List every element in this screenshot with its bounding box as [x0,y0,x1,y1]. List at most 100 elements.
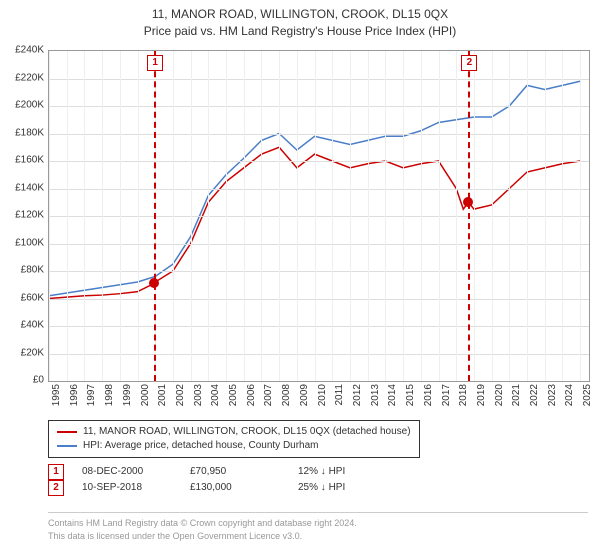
sales-diff: 12% ↓ HPI [298,464,388,480]
gridline-h [49,299,589,300]
gridline-h [49,161,589,162]
x-tick-label: 2000 [140,384,151,406]
gridline-v [492,51,493,381]
gridline-h [49,326,589,327]
x-tick-label: 2022 [529,384,540,406]
x-tick-label: 2021 [511,384,522,406]
gridline-v [580,51,581,381]
gridline-v [84,51,85,381]
x-tick-label: 2010 [317,384,328,406]
marker-point-2 [463,197,473,207]
sales-date: 10-SEP-2018 [82,480,172,496]
chart-plot-area: 12 [48,50,590,382]
gridline-v [350,51,351,381]
y-tick-label: £140K [15,182,44,193]
x-axis-labels: 1995199619971998199920002001200220032004… [48,382,588,412]
gridline-v [67,51,68,381]
y-tick-label: £240K [15,45,44,56]
y-tick-label: £100K [15,237,44,248]
gridline-v [439,51,440,381]
gridline-v [49,51,50,381]
y-tick-label: £200K [15,100,44,111]
gridline-v [385,51,386,381]
sales-table: 1 08-DEC-2000 £70,950 12% ↓ HPI 2 10-SEP-2018… [48,464,588,496]
gridline-v [297,51,298,381]
gridline-v [120,51,121,381]
gridline-h [49,189,589,190]
gridline-v [332,51,333,381]
gridline-h [49,134,589,135]
gridline-v [173,51,174,381]
x-tick-label: 2019 [476,384,487,406]
gridline-v [315,51,316,381]
gridline-v [138,51,139,381]
legend: 11, MANOR ROAD, WILLINGTON, CROOK, DL15 … [48,420,420,458]
sales-row: 210-SEP-2018£130,00025% ↓ HPI [48,480,588,496]
gridline-v [421,51,422,381]
marker-point-1 [149,278,159,288]
sales-marker: 2 [48,480,64,496]
marker-line-2 [468,51,470,381]
sales-marker: 1 [48,464,64,480]
y-axis-labels: £0£20K£40K£60K£80K£100K£120K£140K£160K£1… [0,50,46,380]
legend-swatch [57,431,77,433]
gridline-v [244,51,245,381]
gridline-h [49,271,589,272]
title-block: 11, MANOR ROAD, WILLINGTON, CROOK, DL15 … [0,0,600,40]
x-tick-label: 2001 [157,384,168,406]
gridline-h [49,354,589,355]
legend-swatch [57,445,77,447]
gridline-h [49,106,589,107]
gridline-v [279,51,280,381]
marker-line-1 [154,51,156,381]
x-tick-label: 2014 [387,384,398,406]
x-tick-label: 2005 [228,384,239,406]
y-tick-label: £60K [21,292,44,303]
y-tick-label: £220K [15,72,44,83]
x-tick-label: 2008 [281,384,292,406]
x-tick-label: 2015 [405,384,416,406]
sales-price: £130,000 [190,480,280,496]
gridline-v [208,51,209,381]
gridline-v [102,51,103,381]
gridline-h [49,79,589,80]
sales-row: 1 08-DEC-2000 £70,950 12% ↓ HPI [48,464,588,480]
gridline-h [49,216,589,217]
x-tick-label: 2023 [547,384,558,406]
gridline-v [368,51,369,381]
x-tick-label: 1997 [86,384,97,406]
x-tick-label: 2025 [582,384,593,406]
gridline-v [545,51,546,381]
x-tick-label: 2024 [564,384,575,406]
y-tick-label: £20K [21,347,44,358]
x-tick-label: 2016 [423,384,434,406]
footer-line-2: This data is licensed under the Open Gov… [48,530,588,543]
gridline-h [49,244,589,245]
x-tick-label: 1995 [51,384,62,406]
footer-line-1: Contains HM Land Registry data © Crown c… [48,517,588,530]
y-tick-label: £0 [33,375,44,386]
legend-label: 11, MANOR ROAD, WILLINGTON, CROOK, DL15 … [83,425,411,439]
x-tick-label: 2003 [193,384,204,406]
x-tick-label: 2011 [334,384,345,406]
x-tick-label: 2020 [494,384,505,406]
legend-item: 11, MANOR ROAD, WILLINGTON, CROOK, DL15 … [57,425,411,439]
x-tick-label: 2004 [210,384,221,406]
footer: Contains HM Land Registry data © Crown c… [48,512,588,542]
gridline-v [403,51,404,381]
gridline-v [226,51,227,381]
gridline-v [191,51,192,381]
sales-date: 08-DEC-2000 [82,464,172,480]
title-line-1: 11, MANOR ROAD, WILLINGTON, CROOK, DL15 … [0,6,600,23]
x-tick-label: 1998 [104,384,115,406]
title-line-2: Price paid vs. HM Land Registry's House … [0,23,600,40]
x-tick-label: 1996 [69,384,80,406]
x-tick-label: 2007 [263,384,274,406]
x-tick-label: 2012 [352,384,363,406]
gridline-v [509,51,510,381]
x-tick-label: 2009 [299,384,310,406]
gridline-v [261,51,262,381]
marker-box-1: 1 [147,55,163,71]
marker-box-2: 2 [461,55,477,71]
sales-price: £70,950 [190,464,280,480]
